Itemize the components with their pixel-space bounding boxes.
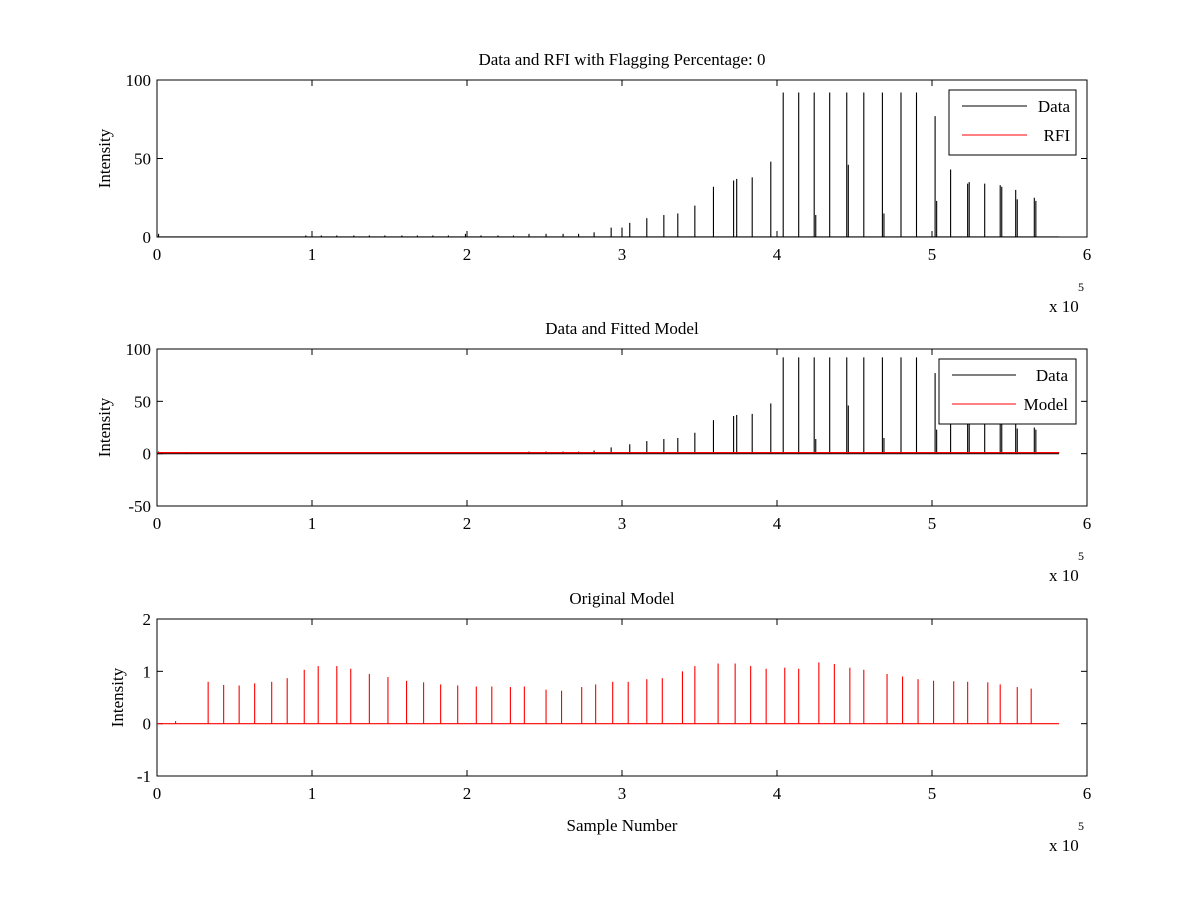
x-tick-label: 5 <box>928 784 937 803</box>
y-tick-label: 1 <box>143 662 152 681</box>
x-multiplier-exponent: 5 <box>1078 819 1084 833</box>
y-tick-label: 100 <box>126 340 152 359</box>
legend-box <box>948 89 1077 156</box>
x-tick-label: 4 <box>773 514 782 533</box>
y-axis-label: Intensity <box>95 128 114 188</box>
legend-label-data: Data <box>1038 97 1071 116</box>
series-model <box>157 662 1060 725</box>
x-tick-label: 6 <box>1083 245 1092 264</box>
legend: Data Model <box>938 358 1077 425</box>
legend-box <box>938 358 1077 425</box>
y-axis-label: Intensity <box>108 667 127 727</box>
y-tick-label: 0 <box>143 228 152 247</box>
x-tick-label: 3 <box>618 245 627 264</box>
subplot-1: 0 1 2 3 4 5 6 0 50 100 Data and RFI with Flagging … <box>95 50 1091 316</box>
x-tick-label: 1 <box>308 245 317 264</box>
x-axis-label: Sample Number <box>567 816 678 835</box>
x-tick-label: 1 <box>308 784 317 803</box>
legend-label-data: Data <box>1036 366 1069 385</box>
x-tick-label: 4 <box>773 245 782 264</box>
y-tick-label: 50 <box>134 392 151 411</box>
plot-area <box>157 357 1060 455</box>
y-tick-label: 100 <box>126 71 152 90</box>
axes-box <box>156 79 1088 238</box>
x-tick-label: 1 <box>308 514 317 533</box>
y-axis-label: Intensity <box>95 397 114 457</box>
x-tick-label: 2 <box>463 784 472 803</box>
x-tick-label: 3 <box>618 784 627 803</box>
x-multiplier-exponent: 5 <box>1078 280 1084 294</box>
chart-title: Data and Fitted Model <box>545 319 699 338</box>
x-multiplier-label: x 10 <box>1049 566 1079 585</box>
plot-area <box>157 662 1060 725</box>
x-tick-label: 2 <box>463 514 472 533</box>
legend-label-rfi: RFI <box>1044 126 1071 145</box>
x-tick-label: 0 <box>153 245 162 264</box>
series-data <box>157 357 1060 455</box>
x-tick-label: 2 <box>463 245 472 264</box>
axes-box <box>156 618 1088 777</box>
y-tick-label: 2 <box>143 610 152 629</box>
plot-area <box>157 92 1060 237</box>
chart-title: Data and RFI with Flagging Percentage: 0 <box>478 50 765 69</box>
y-tick-label: 0 <box>143 715 152 734</box>
x-tick-label: 6 <box>1083 784 1092 803</box>
x-multiplier-exponent: 5 <box>1078 549 1084 563</box>
series-data <box>157 92 1060 237</box>
x-tick-label: 6 <box>1083 514 1092 533</box>
x-tick-label: 3 <box>618 514 627 533</box>
y-tick-label: -50 <box>128 497 151 516</box>
y-tick-label: 50 <box>134 150 151 169</box>
y-tick-label: -1 <box>137 767 151 786</box>
x-tick-label: 0 <box>153 784 162 803</box>
x-tick-label: 5 <box>928 245 937 264</box>
x-multiplier-label: x 10 <box>1049 297 1079 316</box>
x-multiplier-label: x 10 <box>1049 836 1079 855</box>
chart-title: Original Model <box>569 589 675 608</box>
legend: Data RFI <box>948 89 1077 156</box>
legend-label-model: Model <box>1024 395 1069 414</box>
y-tick-label: 0 <box>143 445 152 464</box>
x-tick-label: 0 <box>153 514 162 533</box>
x-tick-label: 4 <box>773 784 782 803</box>
x-tick-label: 5 <box>928 514 937 533</box>
